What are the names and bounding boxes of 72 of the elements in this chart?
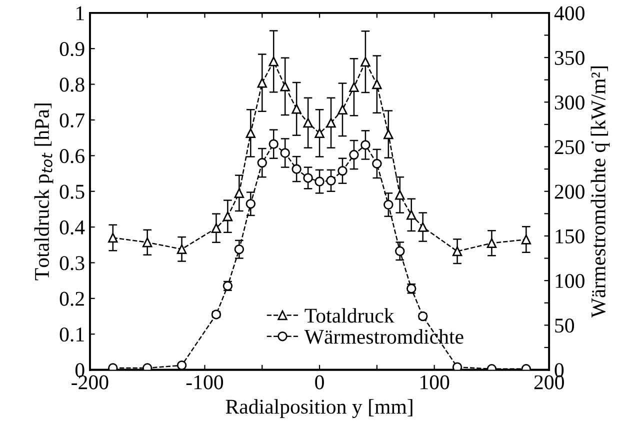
point <box>234 188 244 198</box>
y2-axis-title: Wärmestromdichte q̇ [kW/m²] <box>590 66 610 318</box>
point <box>303 118 313 128</box>
y-tick-label: 1 <box>76 6 84 20</box>
y-tick-label: 0 <box>75 363 84 378</box>
point <box>211 223 222 233</box>
x-tick-label: -200 <box>72 375 108 390</box>
y-tick-label: 0.3 <box>60 256 84 270</box>
y2-tick-label: 200 <box>554 184 584 199</box>
point <box>292 104 302 114</box>
point <box>372 158 382 169</box>
point <box>384 200 394 210</box>
point <box>234 244 244 254</box>
y2-tick-label: 250 <box>554 140 584 154</box>
x-tick-label: 0 <box>315 375 324 390</box>
point <box>246 128 256 138</box>
point <box>176 244 187 254</box>
y-tick-label: 0.4 <box>60 220 85 235</box>
point <box>222 211 233 222</box>
point <box>338 104 348 114</box>
point <box>338 166 348 176</box>
point <box>176 360 187 370</box>
point <box>268 56 278 66</box>
point <box>108 232 118 243</box>
y-tick-label: 0.5 <box>60 184 84 199</box>
y2-tick-label: 400 <box>554 6 584 20</box>
point <box>521 234 532 244</box>
y-tick-label: 0.6 <box>60 149 84 164</box>
x-tick-label: -100 <box>186 375 224 390</box>
y-tick-label: 0.2 <box>60 292 84 306</box>
point <box>326 118 336 128</box>
point <box>486 238 497 248</box>
point <box>303 173 313 183</box>
y-axis-title: Totaldruck p$_{tot}$ [hPa] <box>34 104 54 280</box>
point <box>395 190 405 200</box>
point <box>257 158 267 168</box>
point <box>360 140 370 150</box>
point <box>349 150 359 160</box>
legend-label: Wärmestromdichte <box>304 329 464 344</box>
point <box>280 82 290 92</box>
point <box>280 148 290 158</box>
point <box>395 246 405 256</box>
point <box>268 139 278 149</box>
y-tick-label: 0.7 <box>60 113 84 128</box>
x-tick-label: 200 <box>534 375 564 390</box>
point <box>246 198 256 209</box>
point <box>326 176 336 186</box>
point <box>349 82 359 92</box>
y2-tick-label: 100 <box>556 274 584 288</box>
y-tick-label: 0.8 <box>60 78 84 92</box>
point <box>360 56 370 67</box>
y2-tick-label: 50 <box>555 318 574 333</box>
y2-tick-label: 150 <box>556 229 584 244</box>
y2-tick-label: 350 <box>554 50 584 65</box>
y-tick-label: 0.1 <box>60 327 84 342</box>
point <box>418 222 428 232</box>
point <box>384 129 394 140</box>
x-tick-label: 100 <box>420 375 450 390</box>
x-axis-title: Radialposition y [mm] <box>226 399 412 418</box>
point <box>406 210 416 220</box>
y2-tick-label: 0 <box>554 363 564 378</box>
point <box>314 128 324 138</box>
legend-label: Totaldruck <box>304 308 394 323</box>
point <box>314 176 324 186</box>
point <box>452 362 462 370</box>
point <box>257 78 267 88</box>
point <box>372 79 382 90</box>
point <box>142 238 152 248</box>
point <box>452 246 462 256</box>
point <box>292 164 302 174</box>
y2-tick-label: 300 <box>554 96 584 110</box>
y-tick-label: 0.9 <box>60 42 84 56</box>
